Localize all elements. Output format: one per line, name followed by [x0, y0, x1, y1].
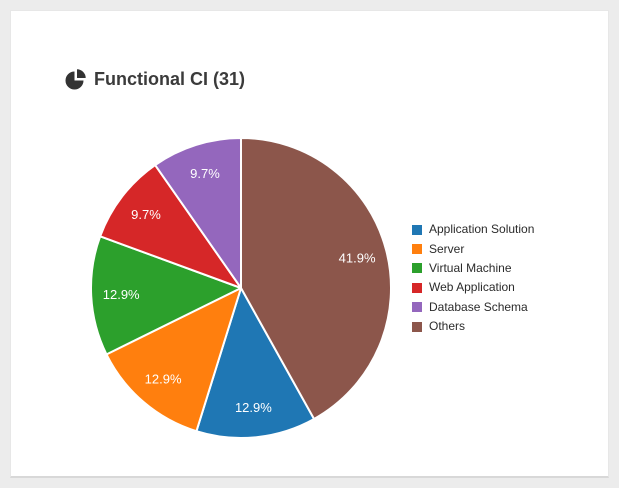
legend-label: Database Schema: [429, 299, 528, 314]
legend-label: Web Application: [429, 280, 515, 295]
legend-label: Application Solution: [429, 222, 535, 237]
legend-item-virtual-machine[interactable]: Virtual Machine: [412, 259, 534, 278]
legend-swatch-virtual-machine: [412, 263, 422, 274]
legend-swatch-database-schema: [412, 302, 422, 313]
slice-label-others: 41.9%: [339, 250, 376, 265]
slice-label-application-solution: 12.9%: [235, 400, 272, 415]
legend-swatch-others: [412, 321, 422, 332]
slice-label-virtual-machine: 12.9%: [103, 287, 140, 302]
pie-slice-virtual-machine[interactable]: [90, 235, 242, 356]
legend-swatch-server: [412, 244, 422, 255]
chart-title: Functional CI (31): [94, 69, 246, 89]
pie-slice-application-solution[interactable]: [195, 287, 316, 439]
chart-card: Functional CI (31) 12.9% 12.9% 12.9% 9.7% 9.…: [10, 10, 609, 478]
slice-label-database-schema: 9.7%: [190, 166, 220, 181]
pie-slice-server[interactable]: [105, 287, 242, 433]
legend-item-others[interactable]: Others: [412, 317, 534, 336]
slice-label-web-application: 9.7%: [131, 207, 161, 222]
pie-slice-database-schema[interactable]: [154, 137, 242, 289]
legend-item-server[interactable]: Server: [412, 239, 534, 258]
chart-legend: Application Solution Server Virtual Machin…: [412, 220, 534, 336]
pie-chart[interactable]: 12.9% 12.9% 12.9% 9.7% 9.7% 41.9%: [11, 11, 608, 475]
pie-slice-others[interactable]: [240, 137, 392, 420]
chart-header: Functional CI (31): [65, 69, 245, 90]
legend-swatch-application-solution: [412, 224, 422, 235]
legend-item-web-application[interactable]: Web Application: [412, 278, 534, 297]
legend-item-database-schema[interactable]: Database Schema: [412, 298, 534, 317]
legend-swatch-web-application: [412, 282, 422, 293]
legend-label: Server: [429, 241, 465, 256]
pie-slice-web-application[interactable]: [99, 164, 242, 289]
legend-label: Others: [429, 319, 466, 334]
legend-label: Virtual Machine: [429, 260, 512, 275]
legend-item-application-solution[interactable]: Application Solution: [412, 220, 534, 239]
pie-chart-icon: [65, 69, 86, 90]
slice-label-server: 12.9%: [145, 372, 182, 387]
